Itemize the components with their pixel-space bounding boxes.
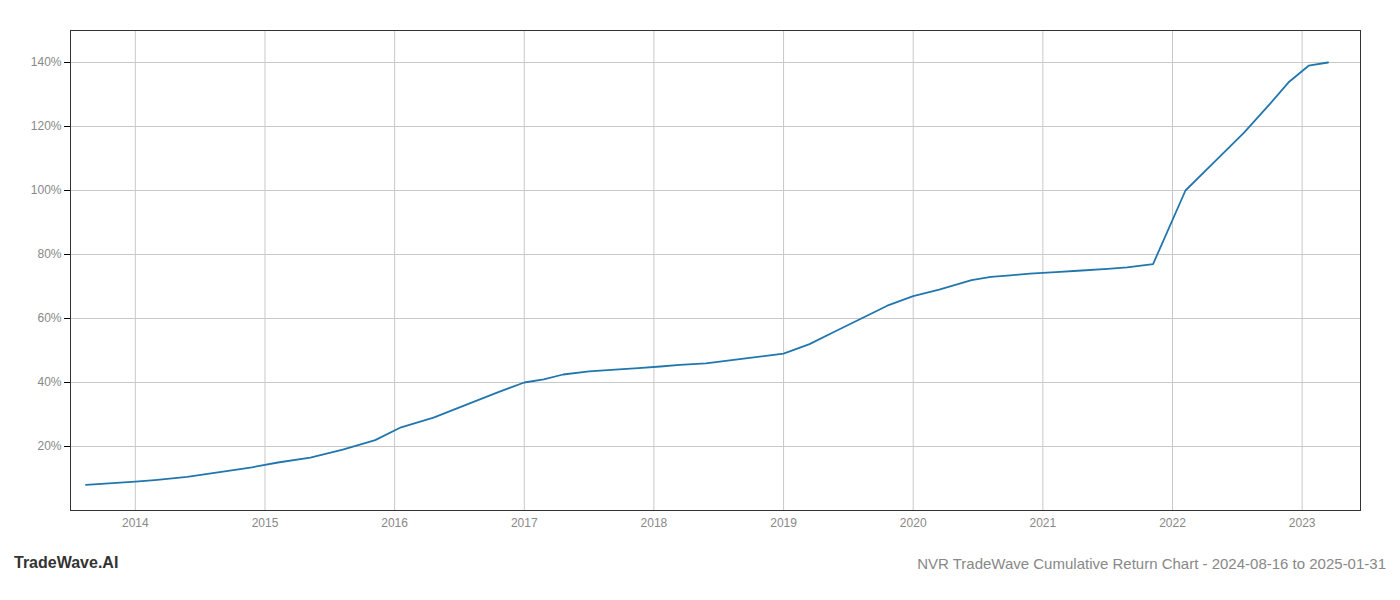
svg-text:2020: 2020 (900, 516, 927, 530)
svg-text:20%: 20% (37, 439, 61, 453)
html-text:NVR TradeWave Cumulative Retur: NVR TradeWave Cumulative Return Chart - … (917, 555, 1386, 572)
svg-text:2015: 2015 (252, 516, 279, 530)
svg-text:2018: 2018 (641, 516, 668, 530)
svg-text:2022: 2022 (1159, 516, 1186, 530)
svg-text:2021: 2021 (1030, 516, 1057, 530)
svg-text:2023: 2023 (1289, 516, 1316, 530)
svg-text:60%: 60% (37, 311, 61, 325)
svg-text:40%: 40% (37, 375, 61, 389)
svg-text:80%: 80% (37, 247, 61, 261)
svg-text:100%: 100% (31, 183, 62, 197)
svg-text:2019: 2019 (770, 516, 797, 530)
svg-text:120%: 120% (31, 119, 62, 133)
svg-text:2014: 2014 (122, 516, 149, 530)
svg-text:2016: 2016 (381, 516, 408, 530)
svg-text:140%: 140% (31, 55, 62, 69)
html-text:TradeWave.AI: TradeWave.AI (14, 554, 119, 571)
svg-text:2017: 2017 (511, 516, 538, 530)
